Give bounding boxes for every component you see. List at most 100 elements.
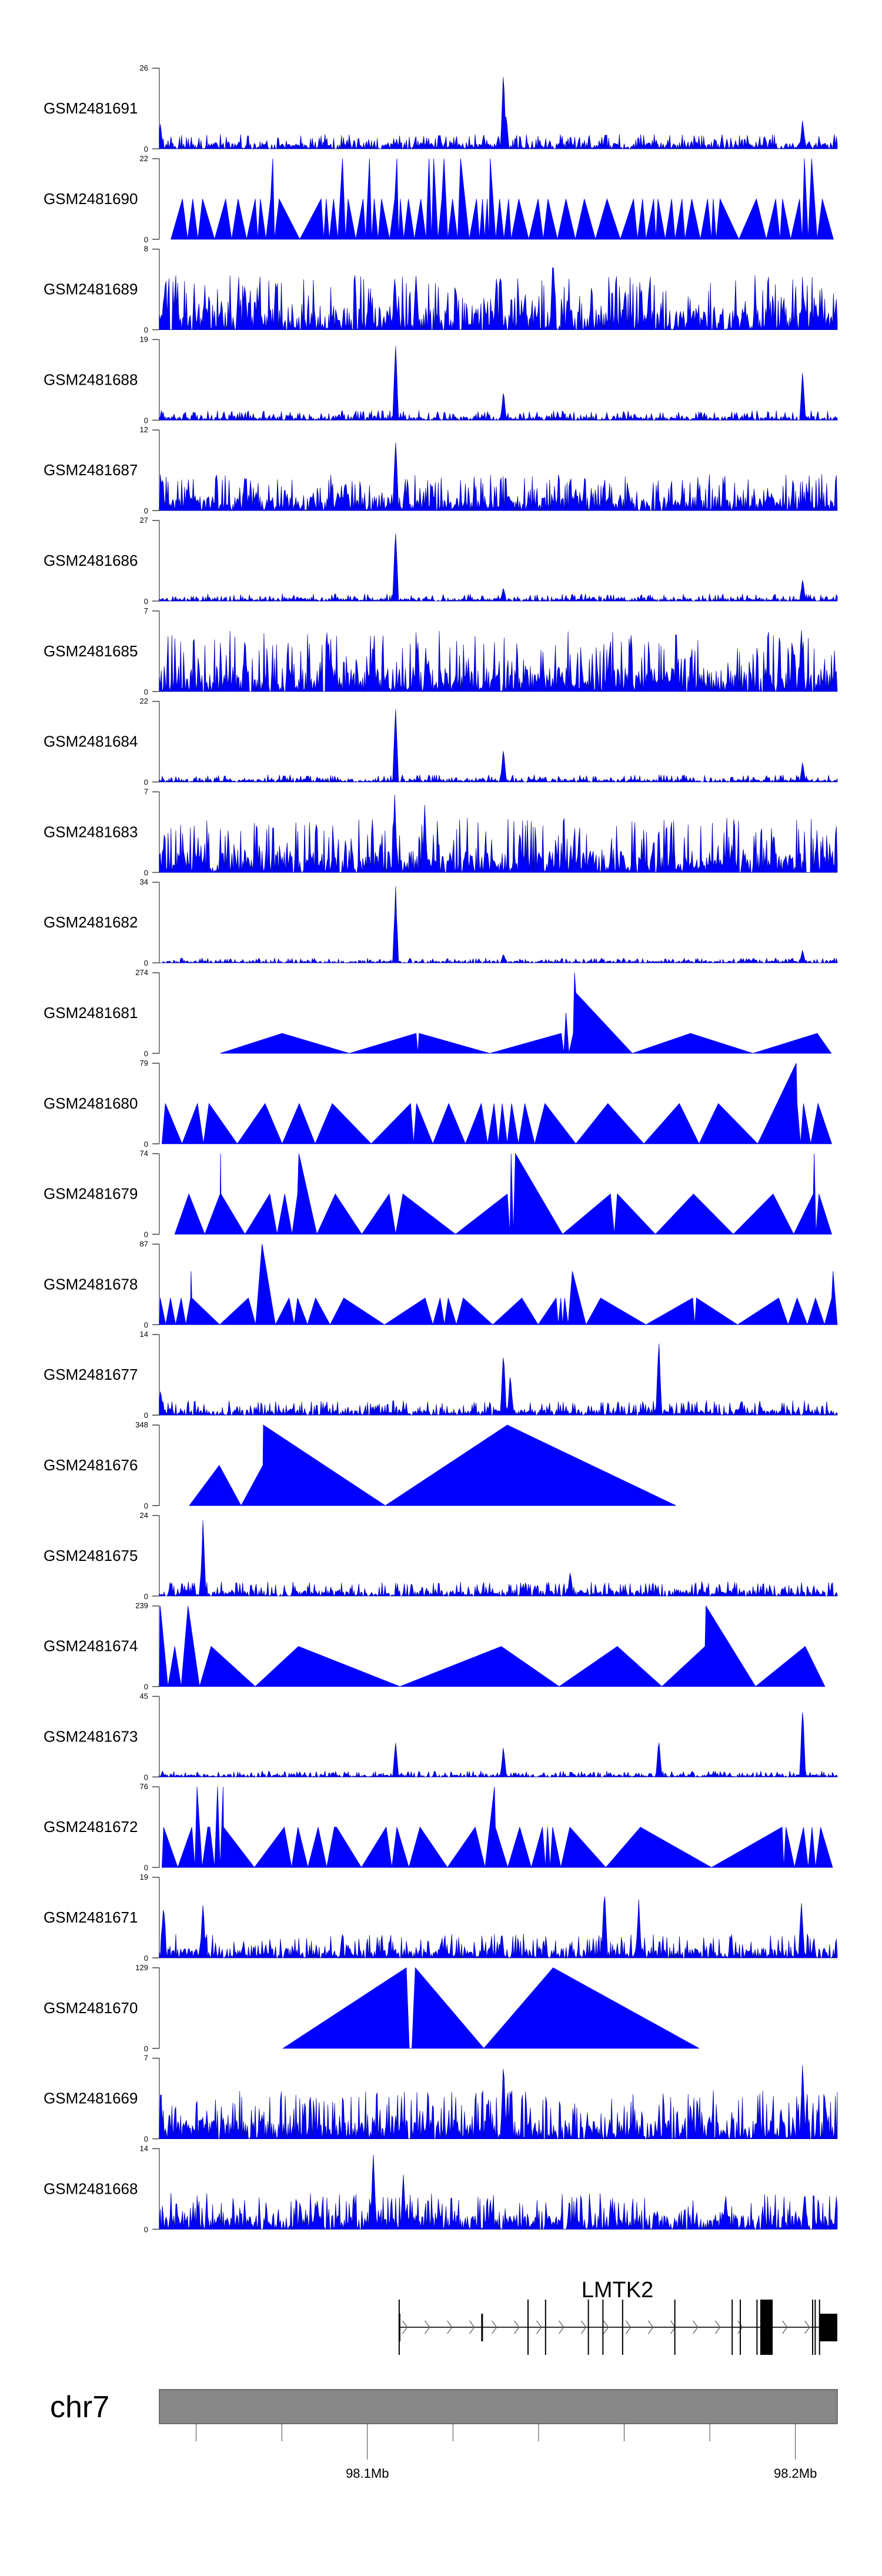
signal-area	[159, 1605, 826, 1687]
y-axis-min-label: 0	[144, 959, 148, 967]
signal-area	[159, 2065, 838, 2139]
track-GSM2481688: GSM2481688 19 0	[44, 335, 838, 425]
track-label: GSM2481691	[44, 99, 138, 117]
y-axis-max-label: 8	[144, 245, 148, 253]
strand-chevron-icon	[469, 2320, 475, 2334]
track-label: GSM2481670	[44, 1999, 138, 2017]
track-GSM2481669: GSM2481669 7 0	[44, 2054, 838, 2144]
y-axis-max-label: 22	[140, 697, 148, 706]
y-axis-min-label: 0	[144, 778, 148, 787]
exon-cds	[674, 2300, 676, 2355]
track-label: GSM2481685	[44, 642, 138, 660]
track-GSM2481678: GSM2481678 87 0	[44, 1239, 838, 1329]
exon-cds	[622, 2300, 623, 2355]
y-axis-min-label: 0	[144, 688, 148, 696]
y-axis-max-label: 27	[140, 516, 148, 525]
track-GSM2481677: GSM2481677 14 0	[44, 1330, 838, 1420]
y-axis-min-label: 0	[144, 1411, 148, 1420]
y-axis-max-label: 7	[144, 2054, 148, 2063]
exon-cds	[398, 2300, 400, 2355]
signal-area	[220, 972, 832, 1054]
track-GSM2481690: GSM2481690 22 0	[44, 154, 834, 244]
y-axis-max-label: 76	[140, 1782, 148, 1791]
strand-chevron-icon	[804, 2320, 810, 2334]
track-GSM2481679: GSM2481679 74 0	[44, 1149, 833, 1239]
y-axis-min-label: 0	[144, 1049, 148, 1058]
strand-chevron-icon	[693, 2320, 699, 2334]
strand-chevron-icon	[447, 2320, 453, 2334]
y-axis-max-label: 79	[140, 1059, 148, 1067]
signal-area	[161, 1063, 833, 1144]
y-axis-max-label: 274	[135, 968, 148, 977]
track-GSM2481681: GSM2481681 274 0	[44, 968, 832, 1058]
track-GSM2481685: GSM2481685 7 0	[44, 606, 838, 696]
y-axis-max-label: 14	[140, 2144, 148, 2153]
y-axis-max-label: 87	[140, 1239, 148, 1248]
y-axis-max-label: 24	[140, 1511, 148, 1520]
strand-chevron-icon	[581, 2320, 587, 2334]
track-label: GSM2481674	[44, 1637, 138, 1655]
chromosome-label: chr7	[50, 2390, 109, 2424]
track-label: GSM2481677	[44, 1366, 138, 1383]
exon-utr	[819, 2314, 837, 2341]
track-GSM2481674: GSM2481674 239 0	[44, 1601, 826, 1691]
exon-cds	[587, 2300, 589, 2355]
signal-area	[159, 795, 838, 873]
y-axis-max-label: 14	[140, 1330, 148, 1339]
data-tracks: GSM2481691260GSM2481690220GSM248168980GS…	[44, 64, 838, 2234]
y-axis-max-label: 74	[140, 1149, 148, 1158]
track-GSM2481683: GSM2481683 7 0	[44, 787, 838, 877]
exon-cds	[740, 2300, 741, 2355]
track-label: GSM2481676	[44, 1456, 138, 1474]
signal-area	[159, 442, 838, 511]
track-label: GSM2481684	[44, 733, 138, 750]
y-axis-min-label: 0	[144, 1230, 148, 1239]
exon-cds	[544, 2300, 546, 2355]
genome-axis-label: 98.2Mb	[774, 2466, 817, 2481]
y-axis-min-label: 0	[144, 416, 148, 425]
strand-chevron-icon	[402, 2320, 408, 2334]
y-axis-min-label: 0	[144, 1773, 148, 1781]
strand-chevron-icon	[559, 2320, 564, 2334]
exon-cds	[731, 2300, 733, 2355]
exon-cds	[602, 2300, 604, 2355]
track-GSM2481684: GSM2481684 22 0	[44, 697, 838, 787]
y-axis-max-label: 19	[140, 1873, 148, 1881]
track-GSM2481682: GSM2481682 34 0	[44, 877, 838, 967]
y-axis-min-label: 0	[144, 1863, 148, 1872]
exon-cds	[760, 2300, 773, 2355]
track-label: GSM2481680	[44, 1095, 138, 1112]
track-GSM2481672: GSM2481672 76 0	[44, 1782, 833, 1872]
track-GSM2481675: GSM2481675 24 0	[44, 1511, 838, 1601]
signal-area	[159, 1712, 838, 1777]
signal-area	[159, 77, 838, 149]
y-axis-max-label: 19	[140, 335, 148, 343]
strand-chevron-icon	[492, 2320, 497, 2334]
exon-cds	[527, 2300, 529, 2355]
y-axis-max-label: 7	[144, 787, 148, 796]
y-axis-min-label: 0	[144, 1501, 148, 1510]
y-axis-min-label: 0	[144, 1954, 148, 1963]
y-axis-max-label: 45	[140, 1691, 148, 1700]
y-axis-max-label: 7	[144, 606, 148, 615]
track-GSM2481676: GSM2481676 348 0	[44, 1420, 676, 1510]
signal-area	[189, 1424, 676, 1506]
track-GSM2481691: GSM2481691 26 0	[44, 64, 838, 154]
track-GSM2481680: GSM2481680 79 0	[44, 1059, 833, 1149]
exon-cds	[756, 2300, 758, 2355]
track-label: GSM2481682	[44, 913, 138, 931]
y-axis-min-label: 0	[144, 506, 148, 515]
track-label: GSM2481686	[44, 552, 138, 569]
signal-area	[159, 1343, 838, 1416]
y-axis-min-label: 0	[144, 1320, 148, 1329]
signal-area	[159, 267, 838, 330]
strand-chevron-icon	[737, 2320, 743, 2334]
y-axis-min-label: 0	[144, 326, 148, 335]
signal-area	[159, 1896, 838, 1958]
signal-area	[159, 709, 838, 782]
genome-axis-label: 98.1Mb	[346, 2466, 389, 2481]
track-label: GSM2481668	[44, 2180, 138, 2197]
track-GSM2481673: GSM2481673 45 0	[44, 1691, 838, 1781]
y-axis-max-label: 239	[135, 1601, 148, 1610]
